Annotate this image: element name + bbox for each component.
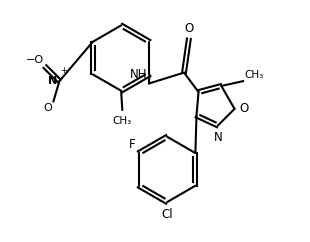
Text: Cl: Cl: [161, 208, 173, 221]
Text: O: O: [239, 102, 248, 115]
Text: O: O: [184, 22, 193, 35]
Text: −O: −O: [25, 55, 44, 65]
Text: F: F: [129, 138, 135, 151]
Text: CH₃: CH₃: [245, 70, 264, 80]
Text: O: O: [43, 103, 52, 113]
Text: CH₃: CH₃: [113, 116, 132, 126]
Text: N: N: [48, 76, 57, 86]
Text: N: N: [214, 131, 222, 144]
Text: +: +: [61, 66, 68, 75]
Text: NH: NH: [130, 68, 148, 81]
